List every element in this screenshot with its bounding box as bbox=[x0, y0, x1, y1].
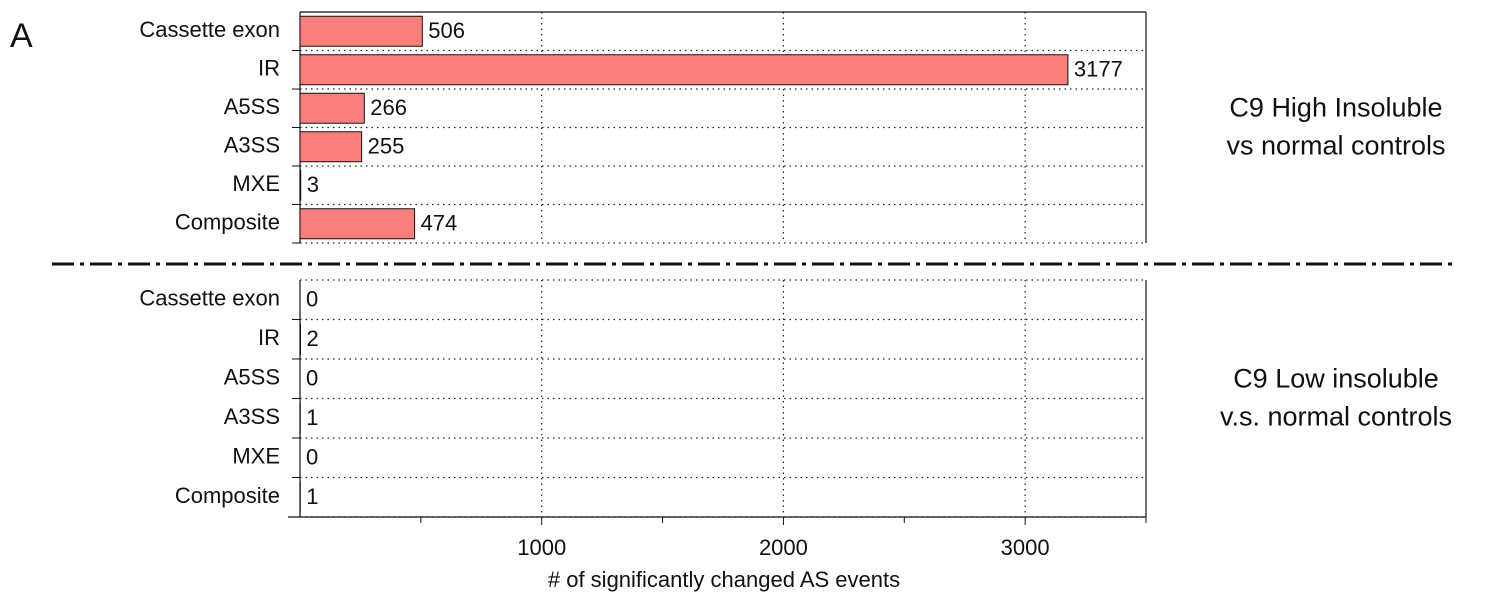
value-label: 255 bbox=[368, 134, 405, 159]
bar bbox=[299, 131, 363, 163]
category-label: MXE bbox=[232, 171, 280, 196]
x-tick-label: 3000 bbox=[1001, 535, 1050, 560]
category-label: A3SS bbox=[224, 404, 280, 429]
panel-title: C9 Low insoluble bbox=[1233, 364, 1439, 394]
panel-title: C9 High Insoluble bbox=[1229, 93, 1442, 123]
bar bbox=[299, 169, 302, 201]
category-label: A5SS bbox=[224, 94, 280, 119]
value-label: 0 bbox=[306, 445, 318, 470]
value-label: 266 bbox=[370, 95, 407, 120]
category-label: MXE bbox=[232, 444, 280, 469]
panel-title: vs normal controls bbox=[1226, 131, 1445, 161]
category-label: IR bbox=[258, 56, 280, 81]
value-label: 3 bbox=[307, 172, 319, 197]
category-label: A3SS bbox=[224, 133, 280, 158]
value-label: 506 bbox=[428, 18, 465, 43]
bar bbox=[299, 208, 416, 240]
panel-label: A bbox=[10, 17, 33, 55]
category-label: Composite bbox=[175, 210, 280, 235]
category-label: Cassette exon bbox=[139, 286, 280, 311]
value-label: 0 bbox=[306, 366, 318, 391]
bar bbox=[299, 15, 423, 47]
bar bbox=[299, 54, 1069, 86]
value-label: 2 bbox=[306, 326, 318, 351]
value-label: 0 bbox=[306, 287, 318, 312]
value-label: 474 bbox=[421, 211, 458, 236]
value-label: 3177 bbox=[1074, 57, 1123, 82]
value-label: 1 bbox=[306, 484, 318, 509]
x-axis-label: # of significantly changed AS events bbox=[548, 567, 900, 592]
category-label: Composite bbox=[175, 483, 280, 508]
x-tick-label: 2000 bbox=[759, 535, 808, 560]
category-label: A5SS bbox=[224, 365, 280, 390]
category-label: IR bbox=[258, 325, 280, 350]
bar bbox=[299, 92, 365, 124]
panel-title: v.s. normal controls bbox=[1220, 402, 1452, 432]
x-tick-label: 1000 bbox=[517, 535, 566, 560]
value-label: 1 bbox=[306, 405, 318, 430]
category-label: Cassette exon bbox=[139, 17, 280, 42]
